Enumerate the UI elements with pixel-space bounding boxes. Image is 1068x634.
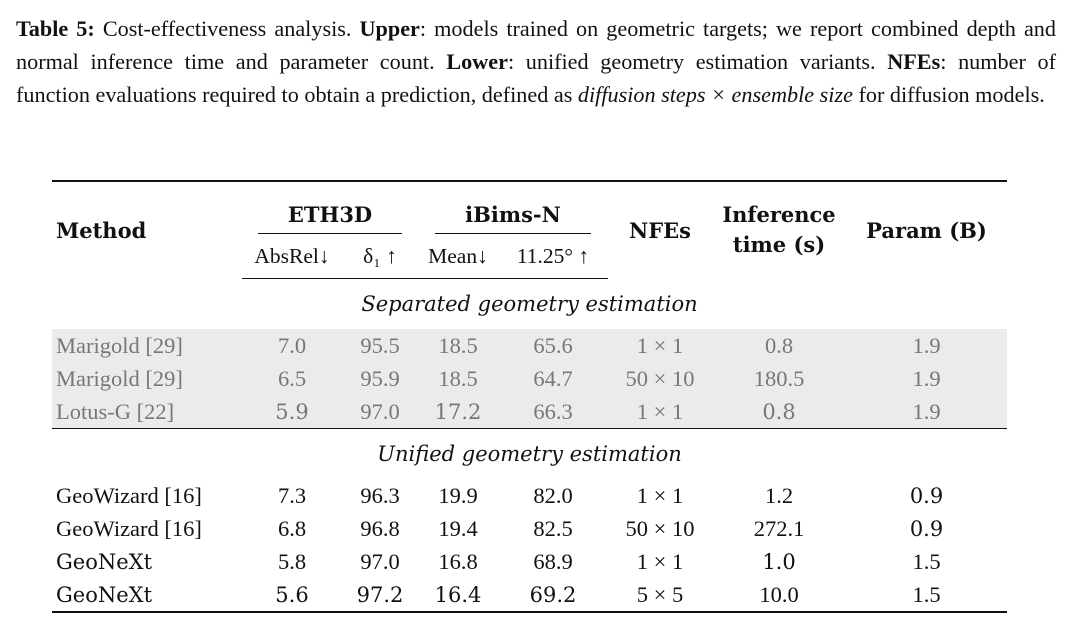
section-title: Unified geometry estimation	[377, 442, 682, 466]
header-eth3d: ETH3D	[242, 181, 418, 234]
param-cell: 0.9	[909, 516, 944, 541]
nfes-cell: 50 × 10	[608, 362, 713, 395]
method-cell: Marigold [29]	[52, 362, 242, 395]
absrel-cell: 6.5	[242, 362, 342, 395]
time-cell: 272.1	[753, 515, 805, 541]
header-inference-time: Inference time (s)	[712, 181, 846, 279]
nfes-cell: 1 × 1	[608, 395, 713, 429]
header-row-2: AbsRel↓ δ₁ ↑ Mean↓ 11.25° ↑	[52, 234, 1007, 279]
time-cell: 1.2	[764, 482, 794, 508]
caption-text: : number of function evaluations require…	[16, 49, 1056, 107]
mean-cell: 16.4	[418, 578, 498, 613]
caption-label: Table 5:	[16, 16, 95, 41]
section-header-lower: Unified geometry estimation	[52, 429, 1007, 480]
table-row: GeoNeXt 5.8 97.0 16.8 68.9 1 × 1 1.0 1.5	[52, 545, 1007, 578]
time-cell: 10.0	[712, 578, 847, 613]
param-cell: 1.5	[846, 578, 1008, 613]
angle-cell: 69.2	[498, 578, 609, 613]
header-eth3d-label: ETH3D	[257, 202, 403, 234]
method-cell: GeoNeXt	[52, 578, 242, 613]
mean-cell: 19.9	[438, 482, 478, 508]
angle-cell: 82.5	[533, 515, 573, 541]
caption-text: for diffusion models.	[852, 82, 1045, 107]
method-cell: Marigold [29]	[52, 329, 242, 362]
header-delta1: δ₁ ↑	[342, 234, 418, 279]
mean-cell: 17.2	[418, 395, 498, 429]
caption-text: : unified geometry estimation variants.	[507, 49, 888, 74]
time-cell: 0.8	[712, 329, 847, 362]
results-table: Method ETH3D iBims-N NFEs Inference time …	[52, 180, 1008, 613]
table-row: GeoNeXt 5.6 97.2 16.4 69.2 5 × 5 10.0 1.…	[52, 578, 1008, 613]
header-absrel: AbsRel↓	[242, 234, 342, 279]
header-param: Param (B)	[866, 217, 987, 243]
mean-cell: 18.5	[418, 329, 498, 362]
table-row: GeoWizard [16] 7.3 96.3 19.9 82.0 1 × 1 …	[52, 479, 1007, 512]
mean-cell: 19.4	[438, 515, 478, 541]
caption-upper-label: Upper	[359, 16, 420, 41]
table-row: Lotus-G [22] 5.9 97.0 17.2 66.3 1 × 1 0.…	[52, 395, 1008, 429]
absrel-cell: 5.6	[242, 578, 342, 613]
delta1-cell: 95.9	[342, 362, 418, 395]
mean-cell: 18.5	[418, 362, 498, 395]
nfes-cell: 50 × 10	[625, 515, 695, 541]
header-nfes: NFEs	[629, 217, 691, 243]
delta1-cell: 97.2	[342, 578, 418, 613]
param-cell: 1.9	[846, 329, 1008, 362]
nfes-cell: 1 × 1	[636, 482, 684, 508]
param-cell: 0.9	[909, 483, 944, 508]
delta1-cell: 97.0	[342, 395, 418, 429]
method-cell: GeoNeXt	[56, 549, 153, 574]
absrel-cell: 7.3	[277, 482, 307, 508]
absrel-cell: 5.9	[242, 395, 342, 429]
mean-cell: 16.8	[438, 548, 478, 574]
method-cell: Lotus-G [22]	[52, 395, 242, 429]
header-ibims-label: iBims-N	[435, 202, 591, 234]
angle-cell: 65.6	[498, 329, 609, 362]
angle-cell: 66.3	[498, 395, 609, 429]
header-ibims: iBims-N	[418, 181, 608, 234]
table-row: GeoWizard [16] 6.8 96.8 19.4 82.5 50 × 1…	[52, 512, 1007, 545]
nfes-cell: 5 × 5	[608, 578, 713, 613]
header-inference-line2: time (s)	[732, 232, 826, 258]
caption-italic-expression: diffusion steps × ensemble size	[577, 82, 853, 107]
absrel-cell: 7.0	[242, 329, 342, 362]
delta1-cell: 96.8	[360, 515, 400, 541]
header-inference-line1: Inference	[722, 202, 836, 228]
method-cell: GeoWizard [16]	[56, 482, 202, 508]
caption-text: : models trained on geometric targets; w…	[16, 16, 1056, 74]
table-row: Marigold [29] 6.5 95.9 18.5 64.7 50 × 10…	[52, 362, 1008, 395]
delta1-cell: 97.0	[360, 548, 400, 574]
header-mean: Mean↓	[418, 234, 498, 279]
table-caption: Table 5: Cost-effectiveness analysis. Up…	[16, 12, 1056, 111]
delta1-cell: 96.3	[360, 482, 400, 508]
time-cell: 1.0	[762, 549, 796, 574]
time-cell: 0.8	[712, 395, 847, 429]
time-cell: 180.5	[712, 362, 847, 395]
nfes-cell: 1 × 1	[636, 548, 684, 574]
section-header-upper: Separated geometry estimation	[52, 279, 1007, 330]
method-cell: GeoWizard [16]	[56, 515, 202, 541]
nfes-cell: 1 × 1	[608, 329, 713, 362]
angle-cell: 68.9	[533, 548, 573, 574]
caption-text: Cost-effectiveness analysis.	[94, 16, 360, 41]
param-cell: 1.5	[912, 548, 941, 574]
delta1-cell: 95.5	[342, 329, 418, 362]
header-method: Method	[56, 217, 147, 243]
absrel-cell: 6.8	[277, 515, 307, 541]
angle-cell: 64.7	[498, 362, 609, 395]
angle-cell: 82.0	[533, 482, 573, 508]
header-angle: 11.25° ↑	[498, 234, 609, 279]
param-cell: 1.9	[846, 362, 1008, 395]
table-row: Marigold [29] 7.0 95.5 18.5 65.6 1 × 1 0…	[52, 329, 1008, 362]
absrel-cell: 5.8	[277, 548, 307, 574]
caption-nfes-label: NFEs	[887, 49, 941, 74]
header-row-1: Method ETH3D iBims-N NFEs Inference time …	[52, 181, 1008, 257]
caption-lower-label: Lower	[446, 49, 508, 74]
section-title: Separated geometry estimation	[361, 292, 698, 316]
param-cell: 1.9	[846, 395, 1008, 429]
